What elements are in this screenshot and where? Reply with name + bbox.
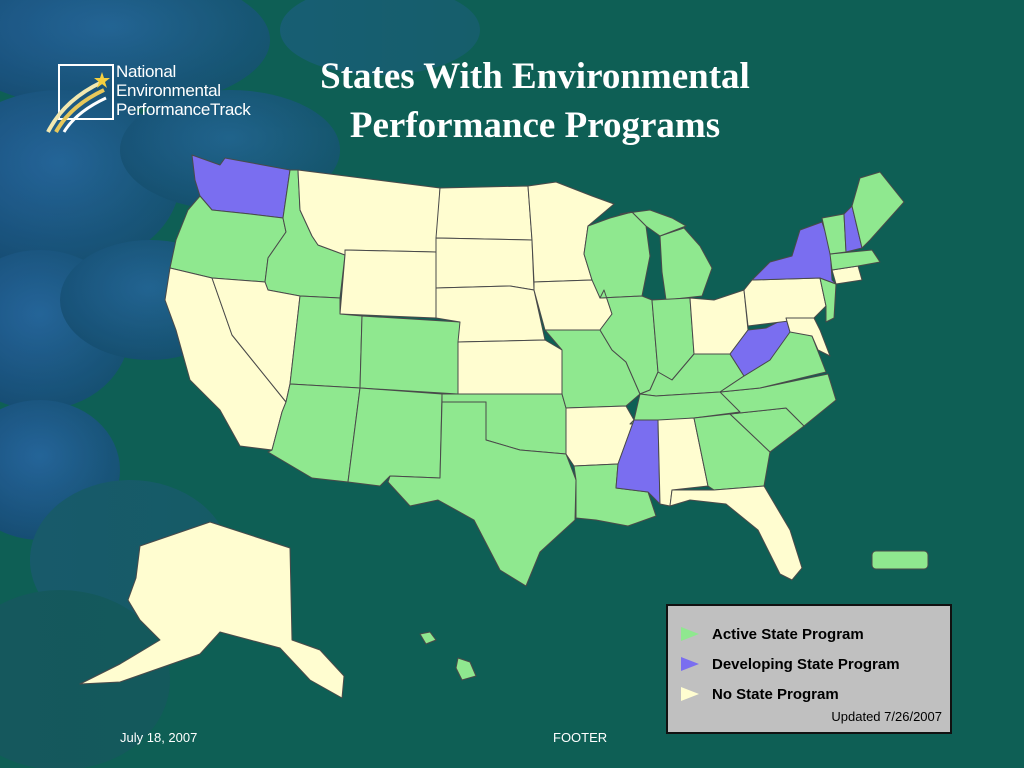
state-michigan [659,227,713,301]
state-maryland [785,317,831,357]
legend-developing-triangle-icon [681,657,699,671]
state-hawaii-islands [419,631,437,645]
logo-line-1: National [116,62,176,81]
map-legend: Active State Program Developing State Pr… [666,604,952,734]
title-line-1: States With Environmental [320,56,750,97]
puerto-rico [871,550,929,570]
state-wisconsin [583,211,651,299]
footer-text: FOOTER [553,730,608,745]
legend-item-none: No State Program [680,684,839,704]
logo-frame [58,64,114,120]
logo-text: National Environmental PerformanceTrack [116,62,251,119]
logo: National Environmental PerformanceTrack [44,62,284,134]
state-north-carolina [719,373,837,427]
title-line-2: Performance Programs [349,105,721,146]
footer-date: July 18, 2007 [120,730,198,745]
state-massachusetts [829,249,881,271]
logo-line-2: Environmental [116,81,221,100]
legend-item-active: Active State Program [680,624,864,644]
page-title: States With Environmental Performance Pr… [250,52,820,150]
legend-none-triangle-icon [681,687,699,701]
state-south-dakota [435,237,535,291]
legend-active-triangle-icon [681,627,699,641]
state-texas [387,401,577,587]
state-new-mexico [347,387,443,487]
legend-none-label: No State Program [712,685,839,703]
state-wyoming [339,249,437,319]
state-north-dakota [435,185,533,241]
state-montana [297,169,441,256]
state-maine [851,171,905,249]
logo-line-3: PerformanceTrack [116,100,251,119]
state-michigan-upper [619,209,687,237]
legend-active-label: Active State Program [712,625,864,643]
state-alaska [79,521,345,699]
state-florida [669,485,803,581]
state-hawaii [455,657,477,681]
state-illinois [599,289,659,395]
state-new-york [751,221,837,285]
legend-updated-date: Updated 7/26/2007 [831,709,942,724]
state-colorado [359,315,461,395]
logo-swoosh-icon [46,72,110,133]
state-kansas [457,339,563,395]
legend-developing-label: Developing State Program [712,655,900,673]
legend-item-developing: Developing State Program [680,654,900,674]
